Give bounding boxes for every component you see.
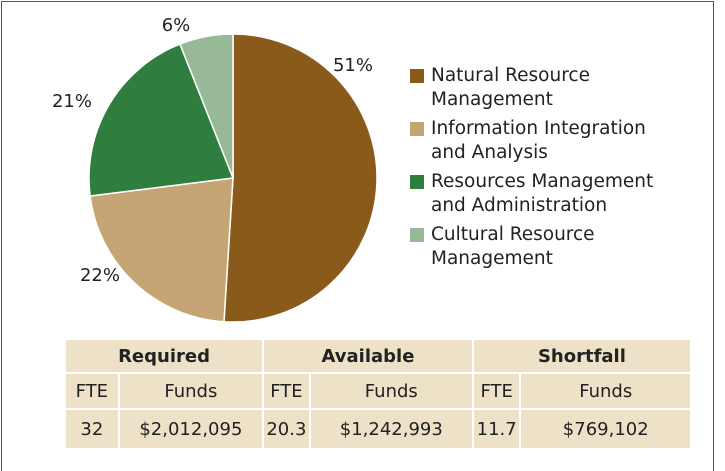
- slice-label: 6%: [162, 15, 191, 36]
- table-cell: 32: [64, 408, 120, 450]
- table-cell: $769,102: [519, 408, 692, 450]
- funding-table: Required Available Shortfall FTE Funds FTE…: [63, 338, 693, 450]
- group-header: Shortfall: [471, 338, 693, 374]
- pie-slice: [223, 33, 378, 323]
- legend: Natural Resource Management Information I…: [410, 64, 660, 276]
- group-header: Required: [63, 338, 265, 374]
- pie-slice: [88, 43, 235, 197]
- pie-slice: [89, 177, 234, 323]
- legend-swatch: [410, 175, 424, 189]
- sub-header: FTE: [471, 372, 522, 410]
- legend-label: Resources Management and Administration: [431, 171, 654, 216]
- slice-label: 51%: [333, 55, 373, 76]
- legend-item: Cultural Resource Management: [410, 223, 660, 271]
- sub-header: Funds: [117, 372, 265, 410]
- sub-header: Funds: [308, 372, 474, 410]
- group-header: Available: [262, 338, 474, 374]
- legend-label: Natural Resource Management: [431, 65, 590, 110]
- legend-swatch: [410, 122, 424, 136]
- sub-header: FTE: [262, 372, 311, 410]
- legend-swatch: [410, 69, 424, 83]
- slice-label: 22%: [80, 265, 120, 286]
- slice-label: 21%: [52, 91, 92, 112]
- legend-item: Information Integration and Analysis: [410, 117, 660, 165]
- table-cell: 11.7: [471, 408, 522, 450]
- table-cell: $1,242,993: [308, 408, 474, 450]
- pie-slice: [179, 33, 234, 179]
- legend-swatch: [410, 228, 424, 242]
- legend-item: Natural Resource Management: [410, 64, 660, 112]
- legend-label: Information Integration and Analysis: [431, 118, 646, 163]
- sub-header: Funds: [519, 372, 692, 410]
- sub-header: FTE: [64, 372, 120, 410]
- legend-label: Cultural Resource Management: [431, 224, 595, 269]
- table-cell: 20.3: [262, 408, 311, 450]
- legend-item: Resources Management and Administration: [410, 170, 660, 218]
- table-cell: $2,012,095: [117, 408, 265, 450]
